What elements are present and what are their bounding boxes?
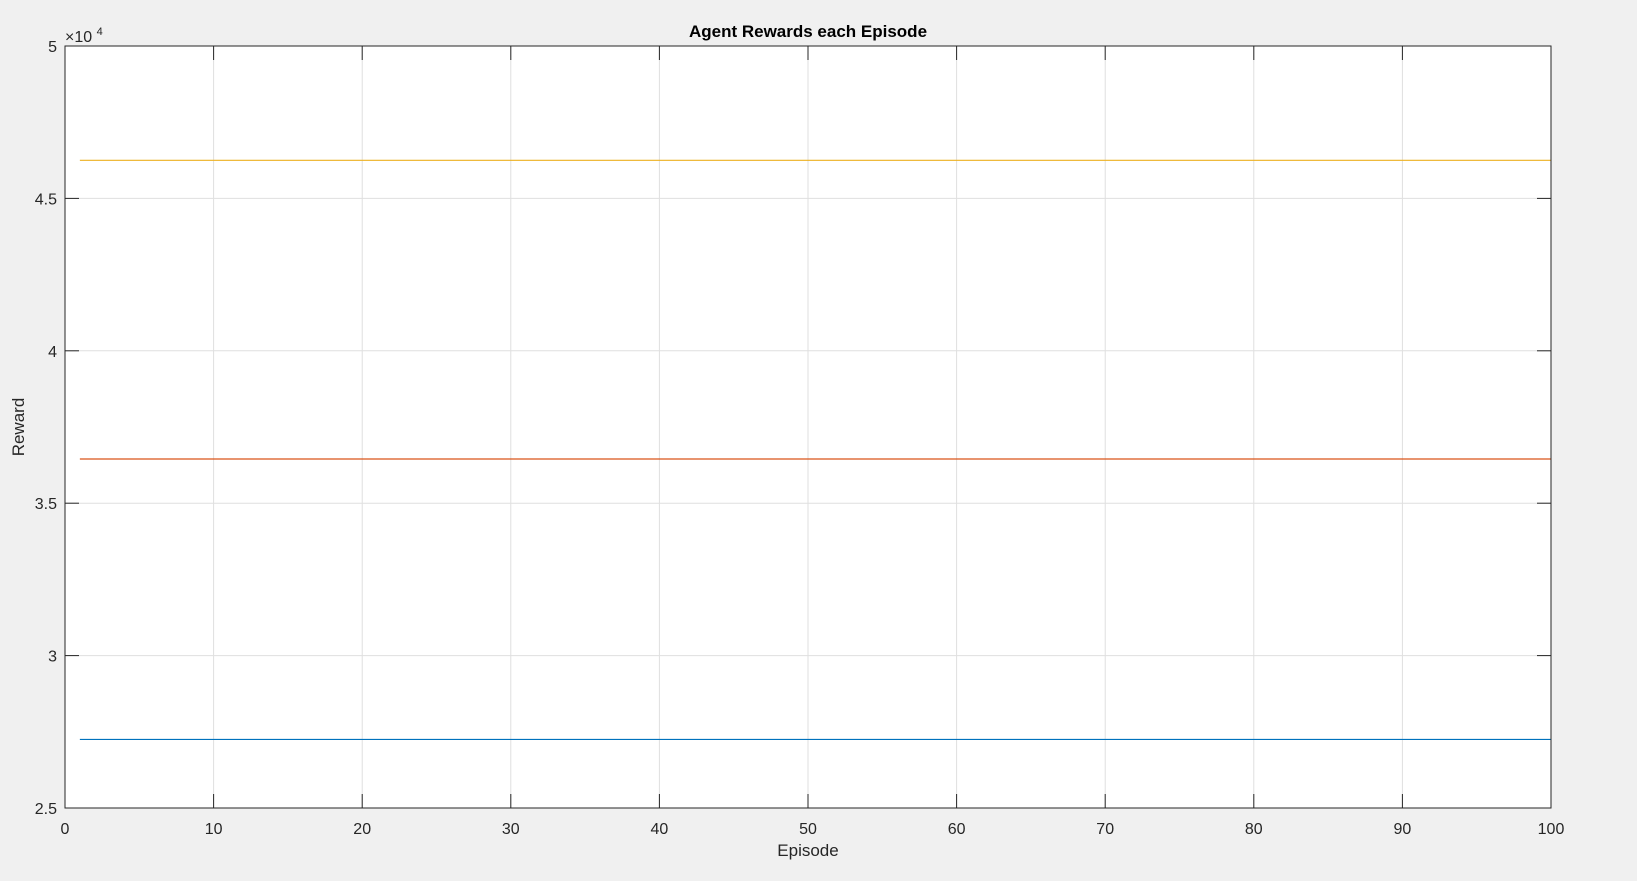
x-tick-label: 10 bbox=[205, 821, 223, 838]
x-tick-label: 100 bbox=[1538, 821, 1565, 838]
y-axis-exponent: ×10 4 bbox=[65, 26, 103, 46]
y-tick-label: 4 bbox=[48, 344, 57, 361]
x-tick-label: 0 bbox=[61, 821, 70, 838]
y-tick-label: 3.5 bbox=[35, 496, 57, 513]
y-tick-label: 2.5 bbox=[35, 801, 57, 818]
x-axis-label: Episode bbox=[777, 841, 838, 860]
y-axis-label: Reward bbox=[9, 398, 28, 457]
x-tick-label: 60 bbox=[948, 821, 966, 838]
x-tick-label: 40 bbox=[651, 821, 669, 838]
x-tick-label: 20 bbox=[353, 821, 371, 838]
x-tick-label: 90 bbox=[1394, 821, 1412, 838]
y-tick-label: 5 bbox=[48, 39, 57, 56]
series-lines bbox=[79, 159, 1551, 741]
x-tick-label: 50 bbox=[799, 821, 817, 838]
y-tick-label: 3 bbox=[48, 649, 57, 666]
y-exponent-power: 4 bbox=[97, 26, 103, 38]
chart-title: Agent Rewards each Episode bbox=[689, 22, 927, 41]
x-tick-label: 80 bbox=[1245, 821, 1263, 838]
x-tick-label: 70 bbox=[1096, 821, 1114, 838]
x-tick-label: 30 bbox=[502, 821, 520, 838]
axis-ticks bbox=[64, 45, 1552, 809]
y-exponent-base: ×10 bbox=[65, 29, 92, 46]
tick-labels: 0 10 20 30 40 50 60 70 80 90 100 2.5 3 3.5 4 4.5 5 bbox=[35, 39, 1565, 838]
y-tick-label: 4.5 bbox=[35, 191, 57, 208]
